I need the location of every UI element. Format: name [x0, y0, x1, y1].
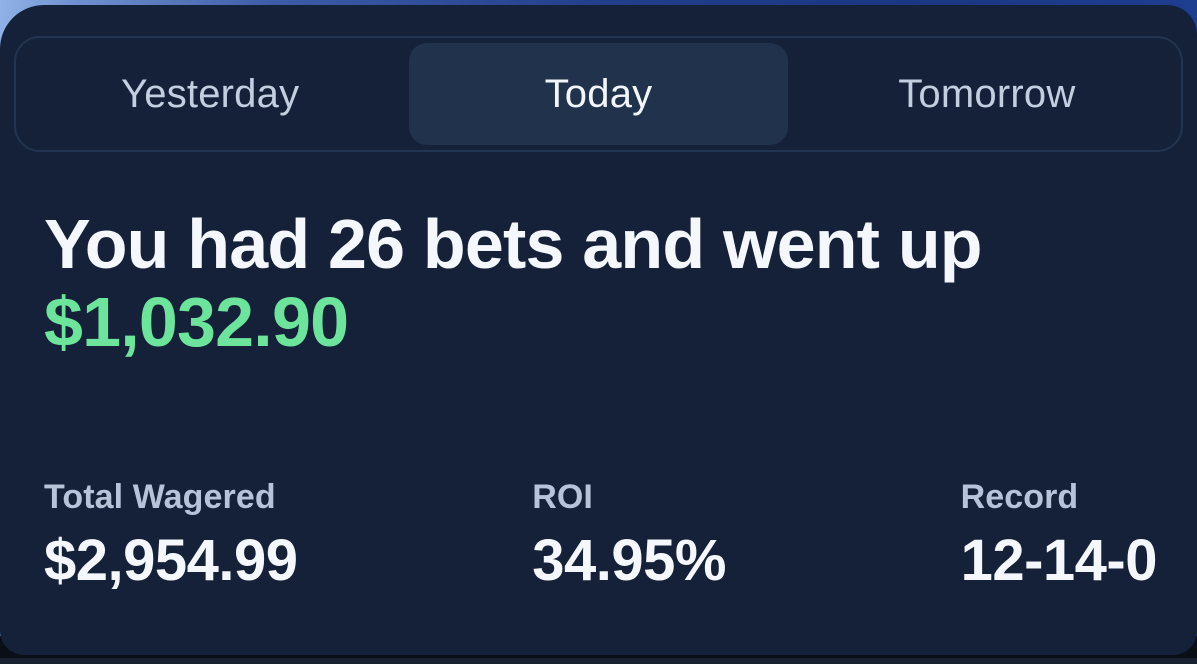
stat-total-wagered-label: Total Wagered [44, 478, 276, 516]
stat-total-wagered: Total Wagered $2,954.99 [44, 478, 298, 594]
stat-record-value: 12-14-0 [960, 528, 1158, 593]
tab-tomorrow[interactable]: Tomorrow [898, 71, 1076, 116]
stat-roi-label: ROI [532, 478, 593, 516]
profit-amount: $1,032.90 [44, 283, 349, 362]
summary-headline: You had 26 bets and went up $1,032.90 [44, 205, 1104, 362]
summary-headline-text: You had 26 bets and went up [44, 205, 983, 283]
tab-today[interactable]: Today [409, 43, 788, 145]
stat-total-wagered-value: $2,954.99 [44, 528, 298, 593]
tab-yesterday[interactable]: Yesterday [121, 71, 300, 116]
stat-record-label: Record [960, 478, 1079, 516]
stat-roi: ROI 34.95% [532, 478, 726, 594]
day-tab-bar: Yesterday Today Tomorrow [14, 36, 1183, 152]
bottom-edge-bar [0, 658, 1197, 664]
daily-summary-card: Yesterday Today Tomorrow You had 26 bets… [0, 5, 1197, 655]
stats-row: Total Wagered $2,954.99 ROI 34.95% Recor… [44, 478, 1157, 594]
stat-record: Record 12-14-0 [960, 478, 1158, 594]
stat-roi-value: 34.95% [532, 528, 726, 593]
